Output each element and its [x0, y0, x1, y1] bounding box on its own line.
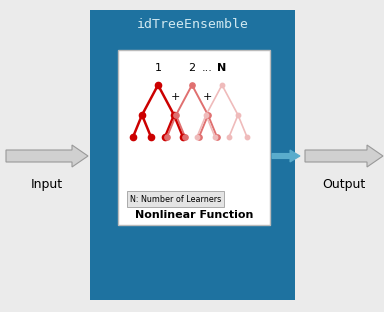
FancyBboxPatch shape — [127, 191, 224, 207]
FancyBboxPatch shape — [90, 10, 295, 300]
FancyArrow shape — [272, 150, 300, 162]
FancyBboxPatch shape — [118, 50, 270, 225]
Text: Output: Output — [323, 178, 366, 191]
FancyArrow shape — [305, 145, 383, 167]
Text: N: N — [217, 63, 227, 73]
Text: idTreeEnsemble: idTreeEnsemble — [136, 17, 248, 31]
Text: ...: ... — [202, 63, 212, 73]
Text: N: Number of Learners: N: Number of Learners — [130, 194, 221, 203]
FancyArrow shape — [6, 145, 88, 167]
Text: 1: 1 — [154, 63, 162, 73]
Text: +: + — [202, 92, 212, 102]
Text: Input: Input — [31, 178, 63, 191]
Text: 2: 2 — [189, 63, 195, 73]
Text: Nonlinear Function: Nonlinear Function — [135, 210, 253, 220]
Text: +: + — [170, 92, 180, 102]
